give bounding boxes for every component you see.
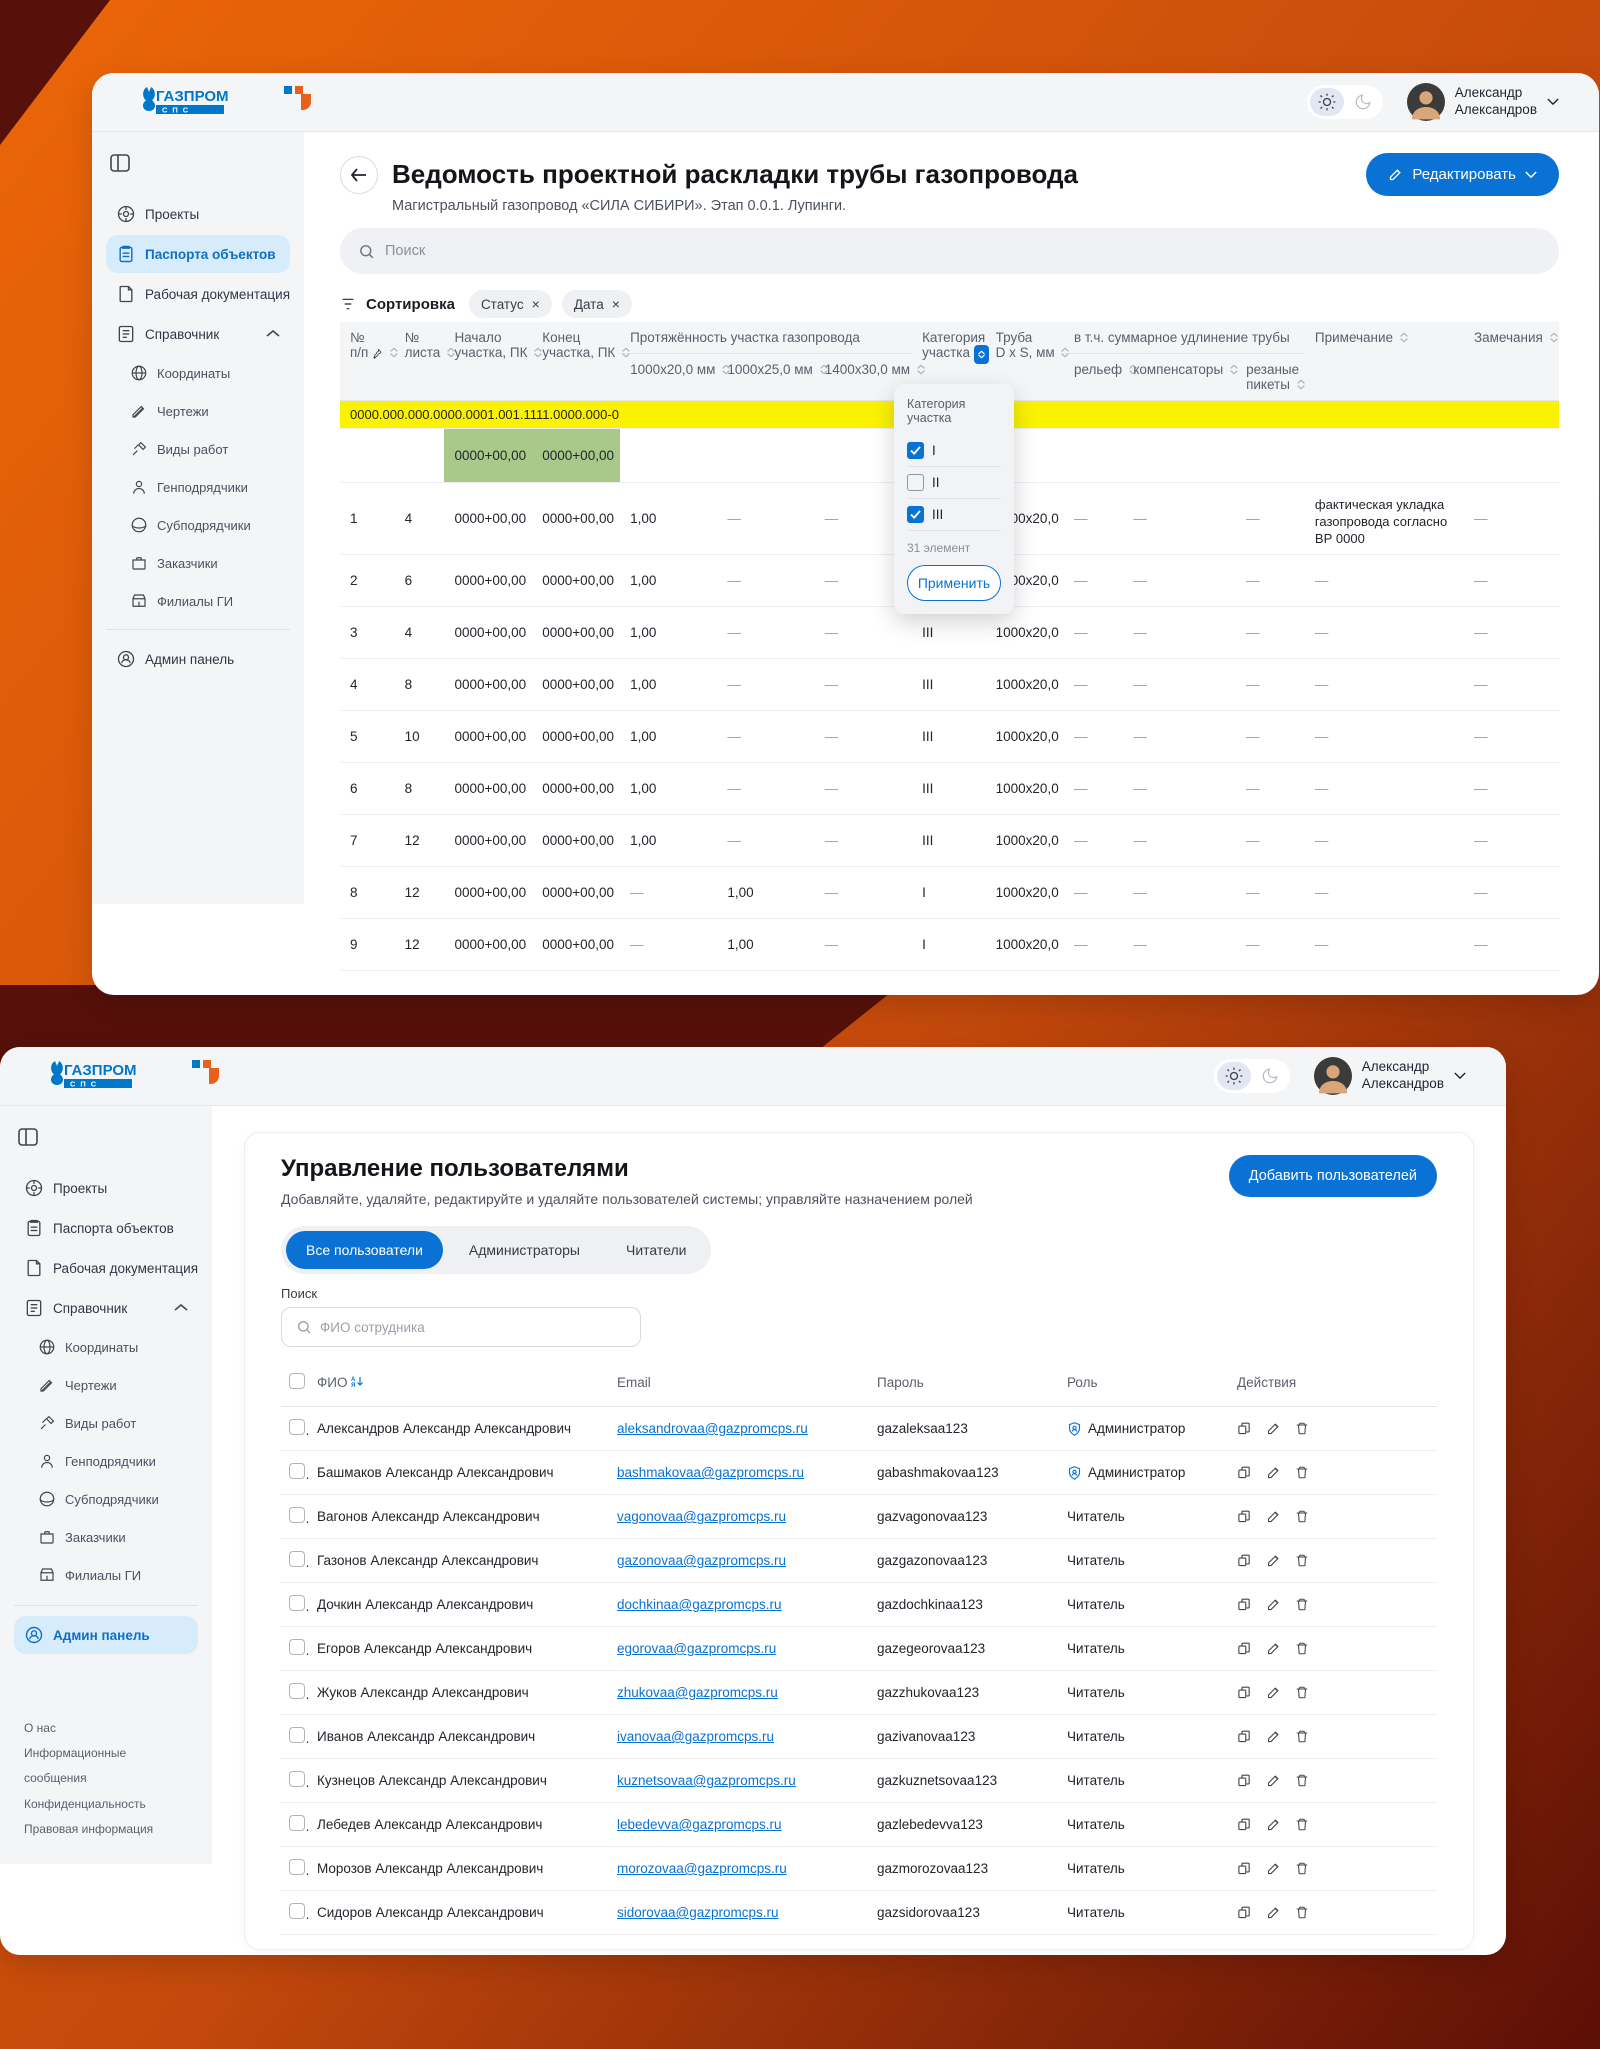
svg-text:ГАЗПРОМ: ГАЗПРОМ xyxy=(64,1062,137,1079)
svg-text:ГАЗПРОМ: ГАЗПРОМ xyxy=(156,88,229,105)
svg-text:СПС: СПС xyxy=(70,1080,101,1089)
svg-text:Я: Я xyxy=(351,1383,355,1387)
svg-text:СПС: СПС xyxy=(162,106,193,115)
